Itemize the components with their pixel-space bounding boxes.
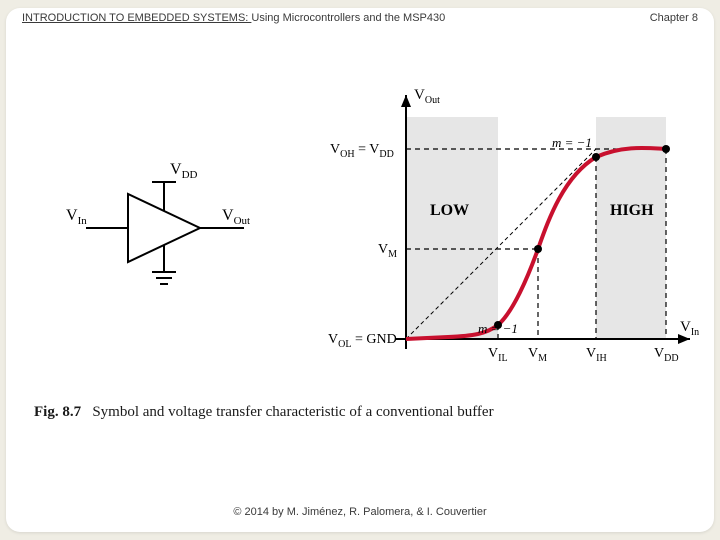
slide-page: INTRODUCTION TO EMBEDDED SYSTEMS: Using … [6, 8, 714, 532]
y-axis-label: VOut [414, 87, 440, 106]
vdd-label: VDD [170, 161, 198, 181]
vin-label: VIn [66, 207, 87, 227]
vil-label: VIL [488, 346, 508, 364]
vm-x-label: VM [528, 346, 547, 364]
figure-caption-text: Symbol and voltage transfer characterist… [92, 404, 493, 420]
slope-label-top: m = −1 [552, 135, 592, 150]
transfer-chart: VOut VIn VOH = VDD VM VOL = GND VIL VM V… [328, 72, 708, 382]
book-title: INTRODUCTION TO EMBEDDED SYSTEMS: [22, 12, 251, 24]
book-subtitle: Using Microcontrollers and the MSP430 [251, 12, 445, 24]
buffer-symbol: VDD VIn VOut [66, 138, 266, 328]
copyright-footer: © 2014 by M. Jiménez, R. Palomera, & I. … [6, 506, 714, 518]
vm-y-label: VM [378, 242, 397, 260]
vol-label: VOL = GND [328, 332, 397, 350]
voh-label: VOH = VDD [330, 142, 394, 160]
low-region-label: LOW [430, 202, 469, 219]
low-region-shade [406, 117, 498, 339]
x-axis-label: VIn [680, 319, 699, 338]
figure-area: VDD VIn VOut [30, 82, 690, 392]
figure-number: Fig. 8.7 [34, 404, 81, 420]
high-region-label: HIGH [610, 202, 654, 219]
vout-label: VOut [222, 207, 250, 227]
vdd-x-label: VDD [654, 346, 679, 364]
vih-label: VIH [586, 346, 607, 364]
figure-caption: Fig. 8.7 Symbol and voltage transfer cha… [34, 404, 494, 421]
header-left: INTRODUCTION TO EMBEDDED SYSTEMS: Using … [22, 12, 445, 24]
slope-label-bottom: m = −1 [478, 321, 518, 336]
chapter-label: Chapter 8 [650, 12, 698, 24]
